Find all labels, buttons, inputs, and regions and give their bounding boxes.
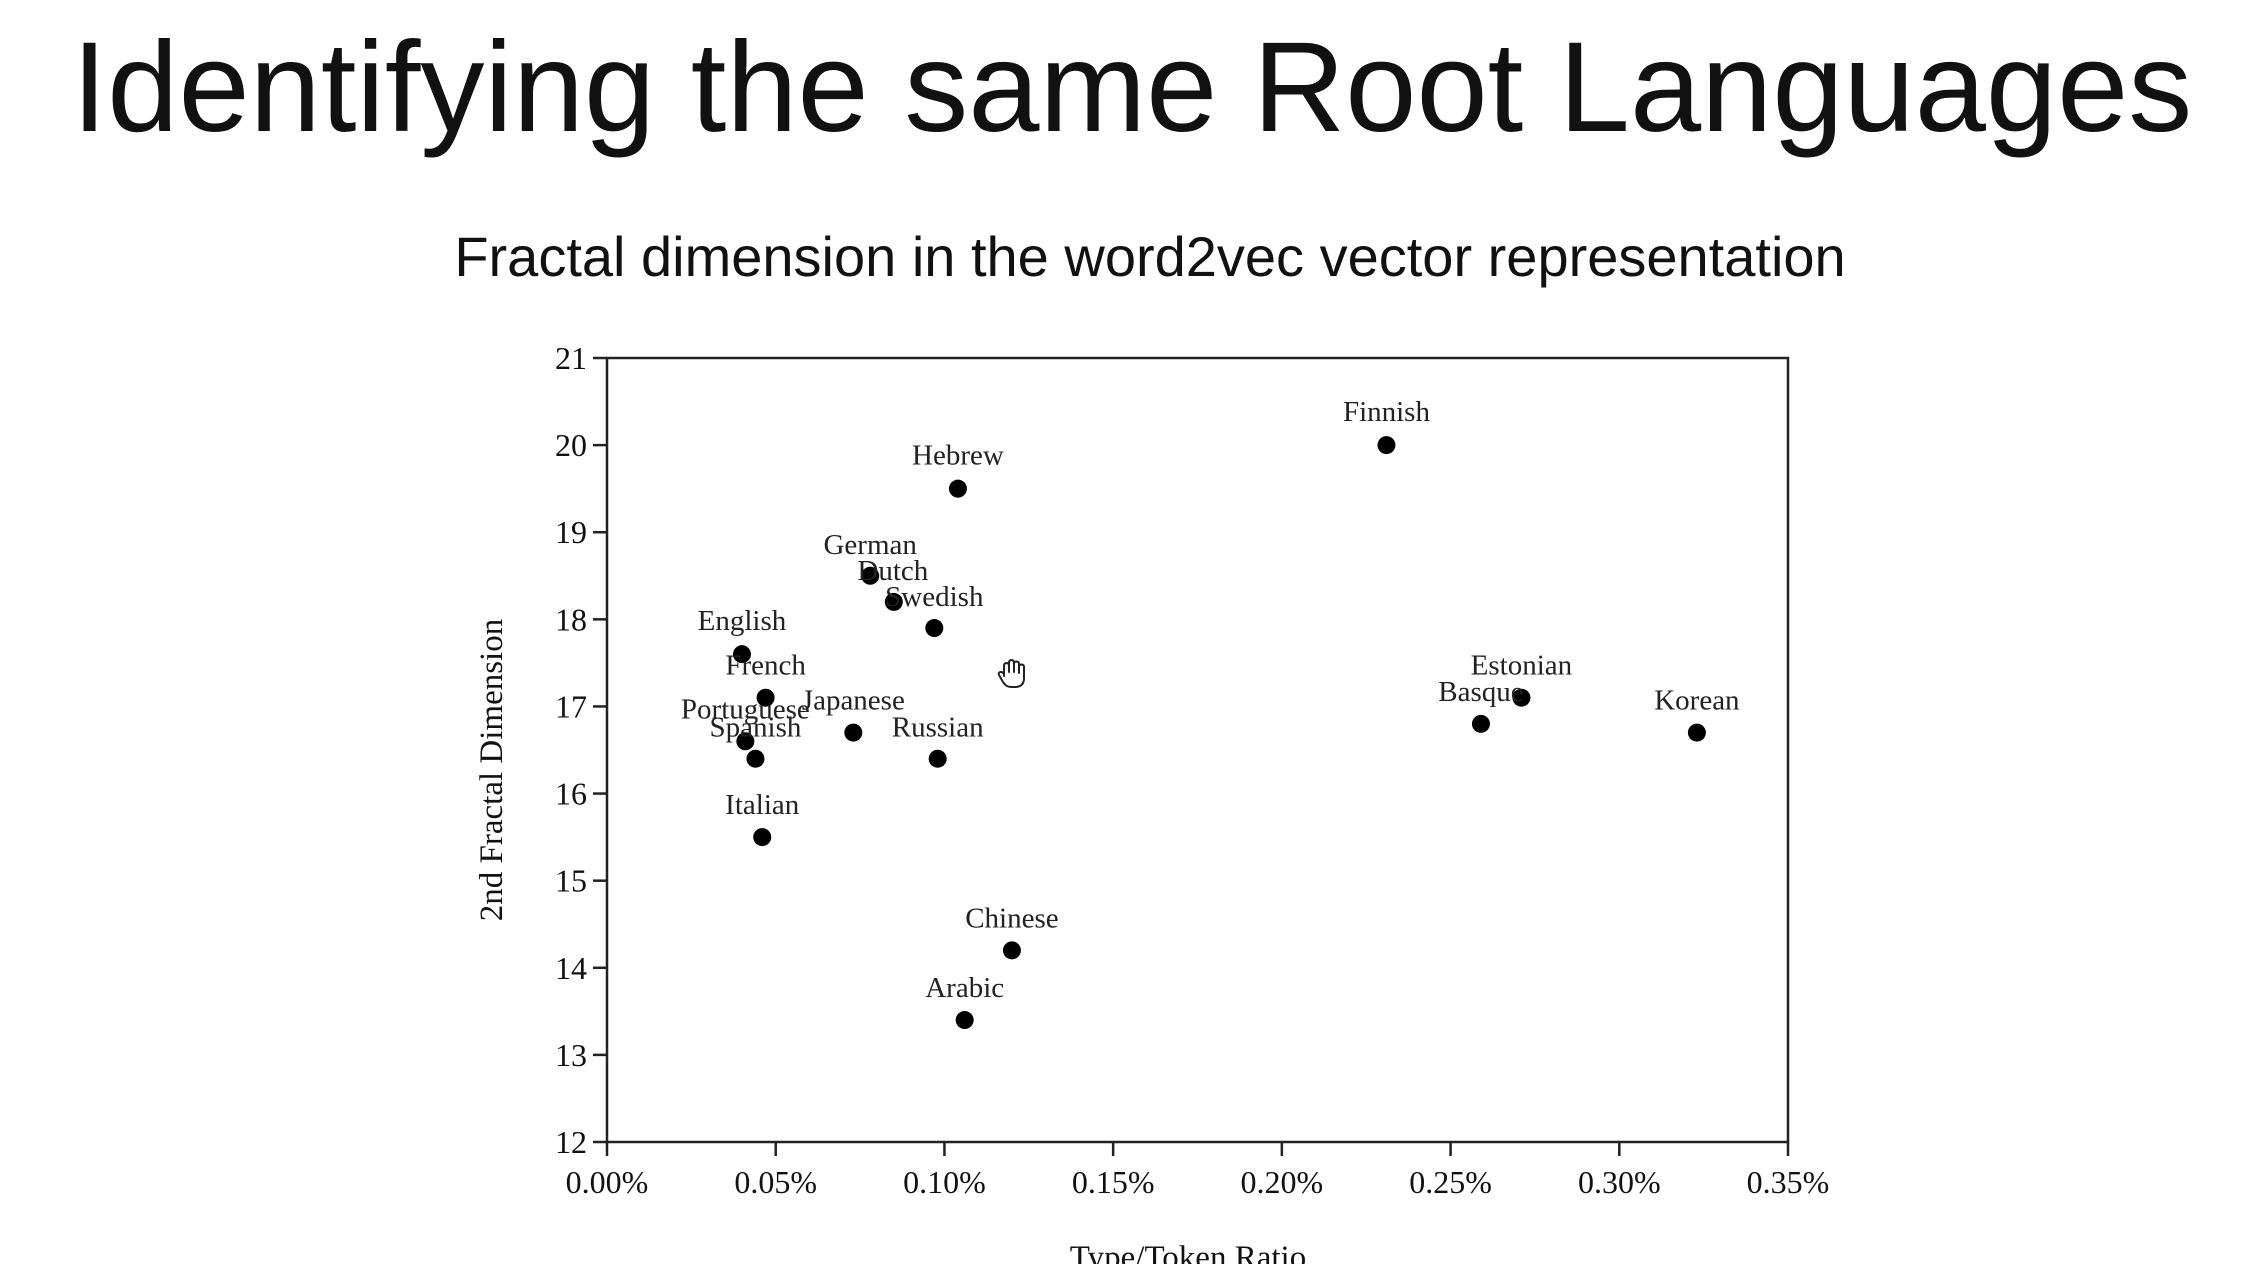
y-tick-label: 19 [555,514,587,550]
data-label-korean: Korean [1654,685,1740,717]
data-label-swedish: Swedish [885,581,984,613]
plot-frame [605,356,1790,1144]
data-point-hebrew [948,479,967,498]
x-axis-label: Type/Token Ratio [1070,1240,1306,1264]
y-tick-label: 20 [555,427,587,463]
y-tick-label: 14 [555,950,587,986]
y-tick-label: 13 [555,1037,587,1073]
data-label-german: German [823,529,917,561]
data-label-russian: Russian [892,712,984,744]
hand-cursor-icon [997,659,1025,688]
x-tick-label: 0.15% [1072,1164,1155,1200]
data-point-basque [1471,714,1490,733]
x-tick-label: 0.00% [566,1164,649,1200]
data-point-german [861,566,880,585]
data-point-japanese [844,723,863,742]
slide-title: Identifying the same Root Languages [71,16,2193,159]
data-label-english: English [698,605,787,637]
data-label-spanish: Spanish [710,712,802,744]
chart-title: Fractal dimension in the word2vec vector… [454,225,1846,288]
data-label-japanese: Japanese [802,685,905,717]
data-point-finnish [1377,436,1396,455]
data-label-portuguese: Portuguese [681,693,810,725]
data-point-swedish [925,619,944,638]
data-point-estonian [1512,688,1531,707]
data-label-french: French [725,650,806,682]
x-tick-label: 0.25% [1409,1164,1492,1200]
y-axis-label: 2nd Fractal Dimension [474,619,510,921]
data-point-portuguese [736,732,755,751]
data-label-estonian: Estonian [1471,650,1573,682]
y-tick-label: 16 [555,776,587,812]
data-point-english [732,645,751,664]
data-point-chinese [1002,941,1021,960]
y-axis: 12 13 14 15 16 17 18 19 20 21 [555,340,607,1160]
y-tick-label: 15 [555,863,587,899]
data-label-dutch: Dutch [857,555,928,587]
y-tick-label: 18 [555,601,587,637]
y-tick-label: 12 [555,1124,587,1160]
data-point-french [756,688,775,707]
data-point-spanish [746,749,765,768]
data-label-arabic: Arabic [925,972,1004,1004]
data-label-basque: Basque [1438,676,1523,708]
data-point-dutch [884,592,903,611]
data-label-chinese: Chinese [965,902,1058,934]
x-tick-label: 0.30% [1578,1164,1661,1200]
data-point-italian [753,828,772,847]
x-tick-label: 0.35% [1747,1164,1830,1200]
data-point-russian [928,749,947,768]
data-label-italian: Italian [725,789,800,821]
y-tick-label: 17 [555,688,587,724]
x-axis: 0.00% 0.05% 0.10% 0.15% 0.20% 0.25% 0.30% 0.35% [566,1142,1830,1200]
x-tick-label: 0.20% [1241,1164,1324,1200]
y-tick-label: 21 [555,340,587,376]
data-label-finnish: Finnish [1343,396,1431,428]
data-point-arabic [955,1011,974,1030]
x-tick-label: 0.10% [903,1164,986,1200]
data-label-hebrew: Hebrew [912,440,1004,472]
data-point-korean [1687,723,1706,742]
x-tick-label: 0.05% [734,1164,817,1200]
